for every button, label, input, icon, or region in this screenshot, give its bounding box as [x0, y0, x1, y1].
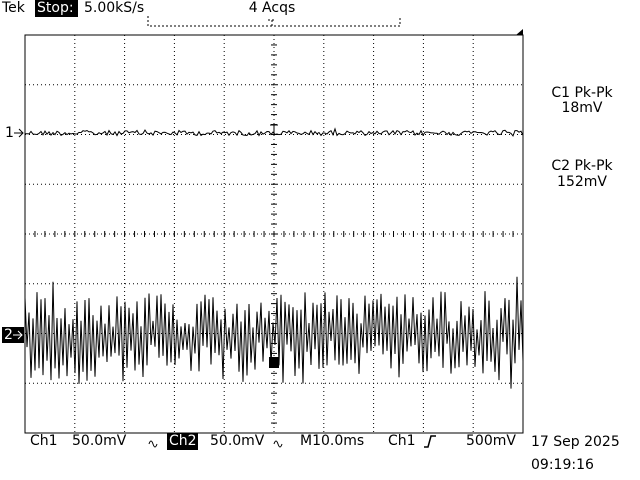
- trigger-source: Ch1: [388, 433, 416, 449]
- trigger-marker: [270, 124, 278, 135]
- run-state: Stop:: [37, 0, 74, 16]
- ch2-trace: [24, 276, 524, 389]
- record-bracket: [147, 16, 401, 27]
- ch2-arrow: [13, 330, 23, 340]
- ch2-name: Ch2: [169, 433, 197, 449]
- acquisitions: 4 Acqs: [249, 0, 296, 16]
- measure-label: C2 Pk-Pk: [551, 158, 613, 174]
- state-box: [35, 0, 78, 17]
- time: 09:19:16: [531, 457, 594, 473]
- trigger-level: 500mV: [466, 433, 516, 449]
- ch1-marker: 1: [5, 125, 14, 141]
- sample-rate: 5.00kS/s: [84, 0, 144, 16]
- ch1-scale: 50.0mV: [72, 433, 127, 449]
- trigger-slope-icon: [424, 435, 436, 448]
- measure-label: C1 Pk-Pk: [551, 85, 613, 101]
- bw-limit-icon: [148, 440, 158, 448]
- measure-value: 152mV: [557, 174, 607, 190]
- ch2-scale: 50.0mV: [210, 433, 265, 449]
- waveforms: [24, 124, 524, 389]
- bw-limit-icon: [273, 440, 283, 448]
- brand: Tek: [1, 0, 26, 16]
- center-marker: [269, 357, 279, 368]
- ch1-name: Ch1: [30, 433, 58, 449]
- ch2-name-box: [167, 433, 198, 450]
- ch2-marker: 2: [4, 327, 13, 343]
- timebase: M10.0ms: [300, 433, 364, 449]
- measure-value: 18mV: [561, 100, 602, 116]
- date: 17 Sep 2025: [531, 434, 620, 450]
- trigger-position: [516, 29, 523, 35]
- ch1-arrow: [14, 128, 24, 138]
